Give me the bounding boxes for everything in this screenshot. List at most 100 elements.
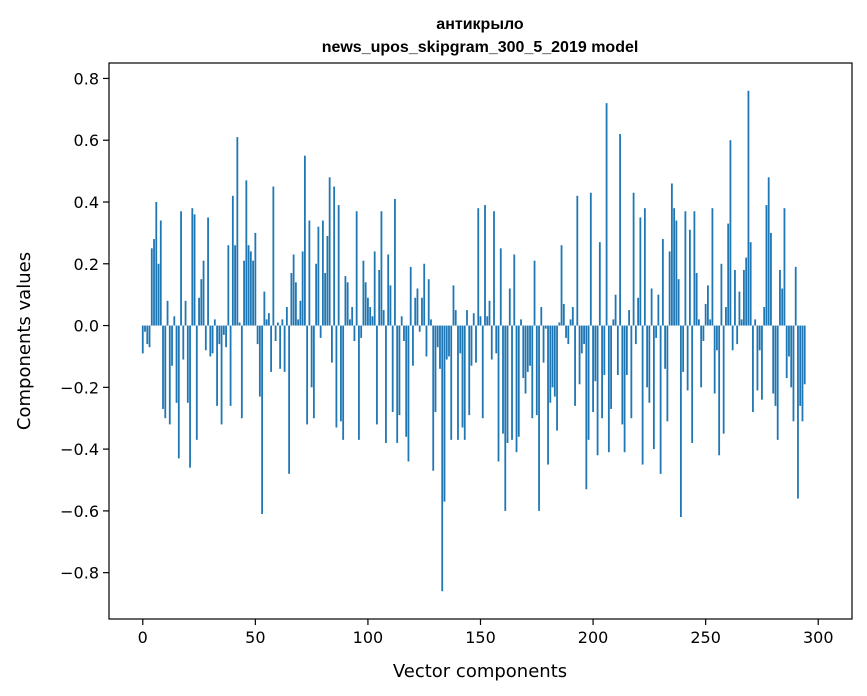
bar [294, 282, 297, 326]
bar [738, 291, 741, 326]
bar [670, 183, 673, 326]
bar [646, 325, 649, 388]
bar [603, 325, 606, 375]
bar [144, 325, 146, 332]
bar [333, 186, 336, 326]
bar [220, 325, 223, 425]
bar [407, 325, 410, 462]
bar [770, 232, 772, 326]
bar [475, 325, 477, 363]
bar [664, 325, 667, 369]
x-axis: 0 50 100 150 200 250 300 [138, 619, 834, 647]
bar [562, 303, 565, 326]
bar [776, 325, 779, 440]
bar [281, 319, 284, 326]
bar [767, 177, 770, 326]
bar [211, 325, 214, 354]
bar [396, 325, 399, 443]
bar [648, 325, 651, 403]
bar [587, 325, 590, 440]
bar [175, 325, 178, 403]
bars-group [141, 90, 806, 592]
bar [256, 325, 259, 345]
bar [788, 325, 790, 357]
bar [621, 325, 624, 425]
bar [263, 291, 266, 326]
bar [707, 285, 709, 326]
bar [195, 325, 198, 440]
bar [265, 319, 268, 326]
bar [758, 325, 761, 351]
bar [247, 245, 250, 326]
bar [614, 294, 617, 326]
bar [488, 300, 491, 326]
bar [783, 208, 786, 326]
bar [369, 307, 372, 326]
y-tick-label: 0.8 [74, 69, 99, 88]
bar [693, 211, 696, 326]
bar [461, 325, 464, 428]
bar [580, 325, 583, 354]
bar [403, 325, 405, 341]
bar [270, 325, 273, 372]
bar [576, 195, 579, 326]
bar [319, 325, 322, 338]
bar [497, 325, 500, 462]
bar [659, 325, 662, 474]
bar [364, 282, 367, 326]
bar [598, 242, 601, 326]
bar [153, 239, 155, 326]
y-tick-label: −0.2 [60, 378, 99, 397]
bar [734, 269, 736, 326]
bar [578, 325, 581, 385]
bar [434, 325, 437, 413]
y-axis: −0.8 −0.6 −0.4 −0.2 0.0 0.2 0.4 0.6 0.8 [60, 69, 109, 583]
bar [713, 325, 716, 394]
bar [439, 325, 441, 369]
bar [238, 322, 241, 326]
bar [371, 316, 374, 326]
x-tick-label: 100 [353, 628, 384, 647]
bar [779, 269, 781, 326]
bar [202, 260, 205, 326]
bar [522, 325, 525, 379]
bar [774, 325, 777, 406]
bar [761, 325, 763, 400]
bar [477, 208, 480, 326]
bar [567, 325, 570, 345]
bar [380, 211, 383, 326]
bar [639, 217, 642, 326]
bar [743, 269, 745, 326]
bar [353, 325, 356, 341]
bar [551, 325, 554, 388]
bar [763, 307, 766, 326]
bar [155, 202, 158, 326]
bar [772, 325, 775, 394]
bar [171, 325, 173, 366]
bar [234, 245, 236, 326]
chart-title: антикрыло [436, 16, 524, 33]
bar [398, 325, 401, 416]
bar [790, 325, 793, 388]
bar [283, 325, 286, 372]
bar [470, 325, 473, 366]
bar [198, 297, 200, 326]
bar [430, 319, 432, 326]
bar [747, 90, 750, 326]
bar [765, 205, 768, 326]
bar [612, 319, 615, 326]
bar [655, 325, 658, 338]
bar [213, 319, 216, 326]
bar [560, 245, 563, 326]
bar [376, 325, 378, 425]
bar [756, 325, 759, 391]
bar [490, 325, 493, 360]
bar [700, 325, 703, 388]
bar [643, 208, 646, 326]
bar [542, 325, 545, 363]
bar [164, 325, 167, 419]
bar [511, 325, 513, 440]
bar [720, 263, 723, 326]
bar [688, 229, 691, 326]
bar [405, 325, 408, 437]
